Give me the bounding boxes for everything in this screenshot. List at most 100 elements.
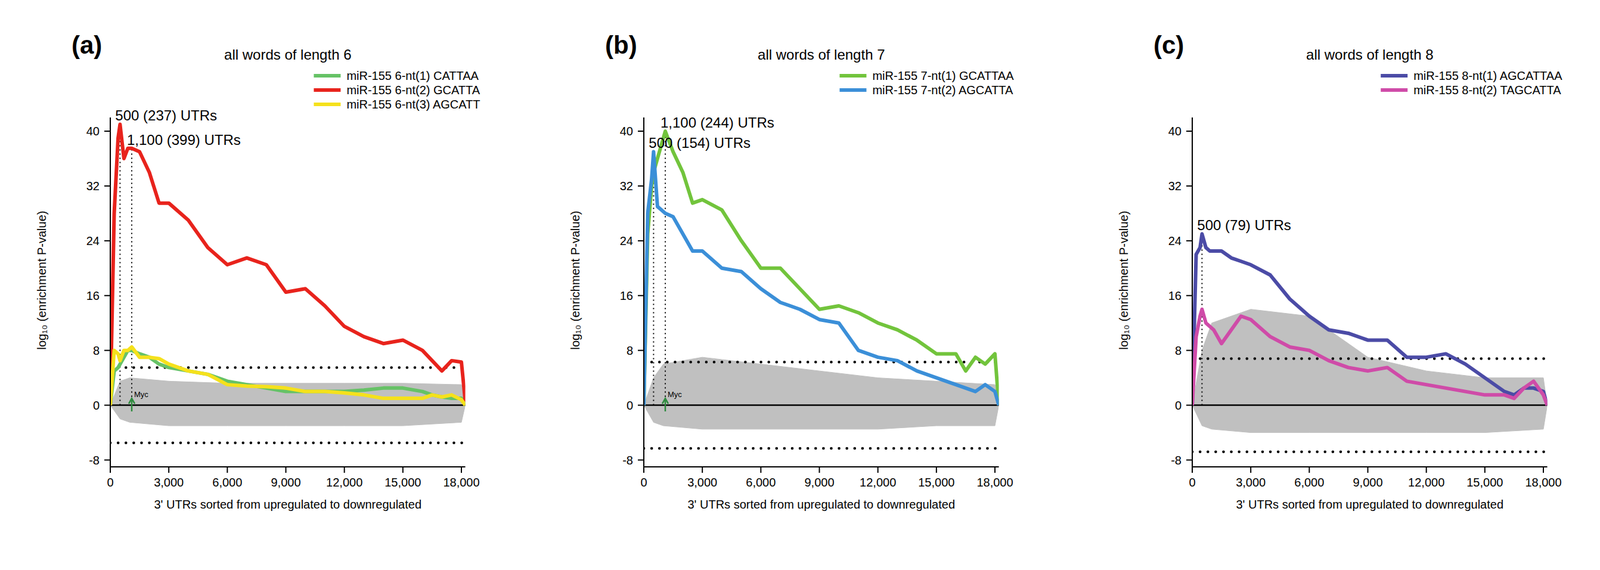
x-tick-label: 6,000 xyxy=(1294,475,1324,489)
x-tick xyxy=(1484,466,1486,473)
x-axis xyxy=(1192,466,1548,468)
x-tick-label: 0 xyxy=(106,475,114,489)
x-tick xyxy=(1542,466,1544,473)
legend-label: miR-155 8-nt(2) TAGCATTA xyxy=(1413,83,1562,97)
y-tick-label: 40 xyxy=(619,124,634,138)
x-axis-label: 3' UTRs sorted from upregulated to downr… xyxy=(1236,497,1505,511)
legend-swatch xyxy=(839,73,867,78)
y-tick xyxy=(637,185,644,187)
x-tick xyxy=(1308,466,1310,473)
legend-swatch xyxy=(313,88,341,92)
annotation-line xyxy=(664,131,666,406)
y-tick-label: 0 xyxy=(626,398,634,412)
y-tick-label: 24 xyxy=(1168,234,1182,248)
y-tick-label: 32 xyxy=(1168,179,1182,193)
annotation-text: 500 (79) UTRs xyxy=(1197,216,1291,234)
y-tick xyxy=(1186,130,1193,132)
legend: miR-155 6-nt(1) CATTAAmiR-155 6-nt(2) GC… xyxy=(313,69,480,111)
y-tick xyxy=(1186,349,1193,352)
background-band xyxy=(1192,309,1548,433)
y-axis xyxy=(109,117,111,467)
y-tick-label: 40 xyxy=(1168,124,1182,138)
panel: (b)all words of length 703,0006,0009,000… xyxy=(568,30,1015,511)
x-tick-label: 18,000 xyxy=(976,475,1013,489)
y-tick-label: 8 xyxy=(1174,343,1182,358)
zero-line xyxy=(643,404,1000,406)
y-tick-label: -8 xyxy=(622,453,634,467)
y-tick xyxy=(1186,185,1193,187)
zero-line xyxy=(1192,404,1548,406)
x-axis-label: 3' UTRs sorted from upregulated to downr… xyxy=(154,497,423,511)
y-tick xyxy=(104,349,111,352)
x-tick-label: 9,000 xyxy=(270,475,301,489)
y-axis-label: log₁₀ (enrichment P-value) xyxy=(568,211,582,350)
annotation-arrow xyxy=(128,398,135,412)
series-line xyxy=(1192,233,1548,405)
x-tick xyxy=(819,466,821,473)
x-axis xyxy=(110,466,466,468)
y-tick xyxy=(1186,240,1193,242)
y-tick-label: 0 xyxy=(1174,398,1182,412)
y-tick xyxy=(1186,295,1193,297)
annotation-text: 1,100 (399) UTRs xyxy=(126,131,241,148)
x-tick-label: 12,000 xyxy=(326,475,363,489)
y-tick-label: 16 xyxy=(1168,289,1182,303)
threshold-line xyxy=(643,360,1000,364)
legend-label: miR-155 6-nt(2) GCATTA xyxy=(346,83,480,97)
title: all words of length 7 xyxy=(757,46,885,63)
x-tick-label: 12,000 xyxy=(1408,475,1445,489)
x-tick xyxy=(109,466,111,473)
figure: (a) all words of length 6 0 3,000 6,000 9,000… xyxy=(0,0,1600,570)
plot-area xyxy=(110,123,466,443)
plot-area xyxy=(1192,233,1548,452)
series-line xyxy=(643,151,1000,405)
legend-swatch xyxy=(313,102,341,107)
x-tick-label: 6,000 xyxy=(745,475,776,489)
background-band xyxy=(643,357,1000,430)
annotation-text: 500 (154) UTRs xyxy=(648,134,751,151)
y-tick-label: 8 xyxy=(626,343,634,358)
x-tick xyxy=(1191,466,1193,473)
title: all words of length 8 xyxy=(1306,46,1434,63)
legend-swatch xyxy=(1380,73,1408,78)
y-tick xyxy=(104,295,111,297)
y-tick xyxy=(104,130,111,132)
x-tick xyxy=(760,466,762,473)
x-tick-label: 6,000 xyxy=(212,475,243,489)
background-band xyxy=(110,377,466,426)
legend: miR-155 8-nt(1) AGCATTAAmiR-155 8-nt(2) … xyxy=(1380,69,1563,97)
threshold-line xyxy=(1192,357,1548,361)
y-tick-label: 24 xyxy=(619,234,634,248)
annotation-arrow xyxy=(662,398,669,412)
y-tick-label: 24 xyxy=(86,234,100,248)
y-tick xyxy=(637,295,644,297)
y-axis-label: log₁₀ (enrichment P-value) xyxy=(35,211,49,350)
zero-line xyxy=(110,404,466,406)
y-tick xyxy=(637,240,644,242)
x-tick xyxy=(643,466,645,473)
y-tick-label: 8 xyxy=(92,343,100,358)
series-line xyxy=(1192,309,1548,406)
legend-label: miR-155 7-nt(1) GCATTAA xyxy=(872,69,1015,83)
legend-swatch xyxy=(313,73,341,78)
y-tick xyxy=(637,130,644,132)
y-tick-label: -8 xyxy=(1170,453,1182,467)
threshold-line xyxy=(1192,450,1548,454)
y-tick xyxy=(104,404,111,406)
annotation-text: 1,100 (244) UTRs xyxy=(660,114,775,131)
threshold-line xyxy=(643,447,1000,451)
panel-label: (a) xyxy=(71,30,102,60)
series-line xyxy=(110,123,466,405)
x-tick-label: 3,000 xyxy=(153,475,184,489)
plot-area xyxy=(643,131,1000,449)
title: all words of length 6 xyxy=(224,46,352,63)
x-tick-label: 15,000 xyxy=(384,475,421,489)
panel-label: (b) xyxy=(605,30,638,60)
panel-label: (c) xyxy=(1153,30,1184,60)
x-tick xyxy=(994,466,996,473)
x-tick xyxy=(460,466,462,473)
x-tick-label: 0 xyxy=(1188,475,1196,489)
x-tick xyxy=(877,466,879,473)
y-tick xyxy=(637,349,644,352)
y-tick-label: 16 xyxy=(86,289,100,303)
